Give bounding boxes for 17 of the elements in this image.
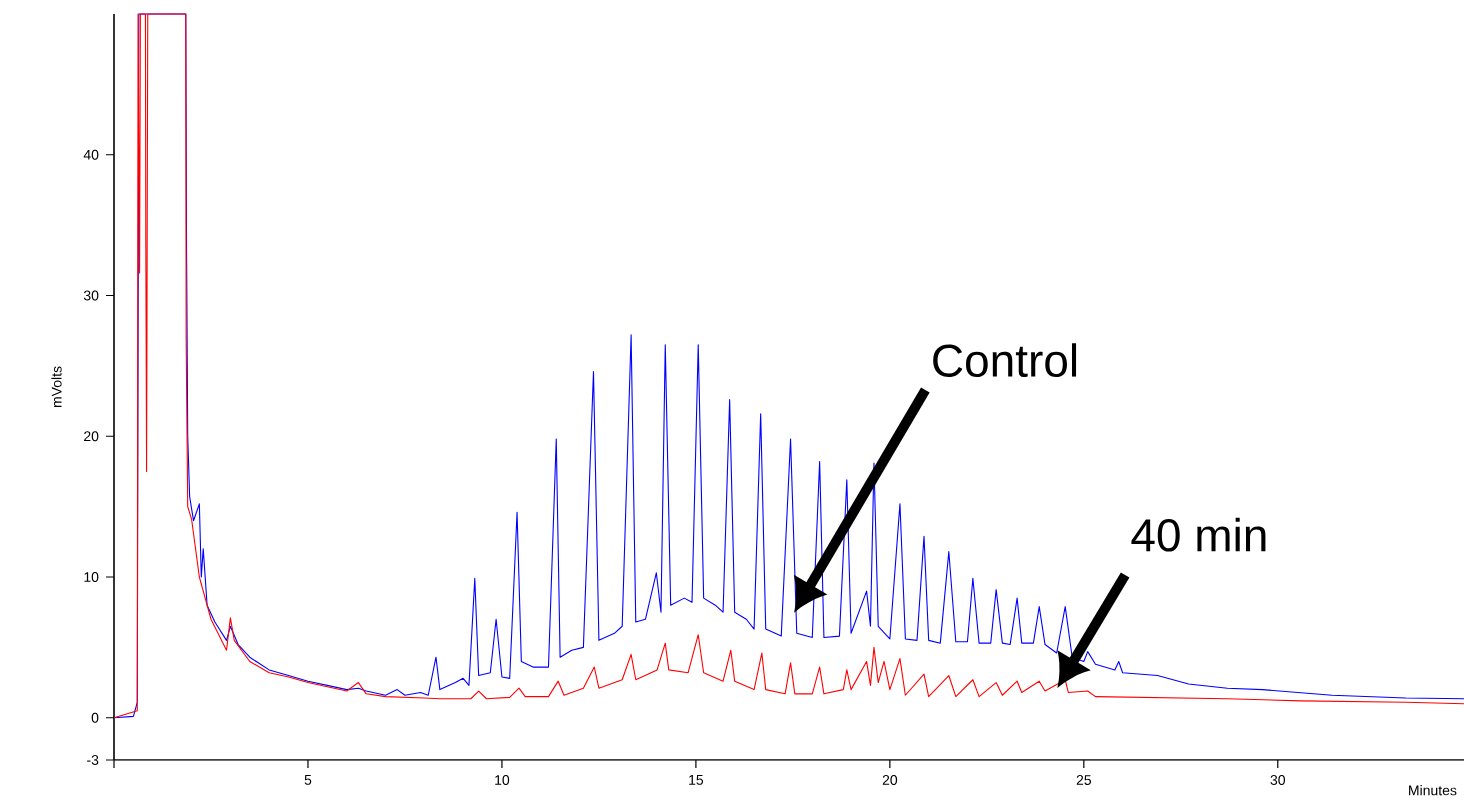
x-tick-label: 30 xyxy=(1270,775,1286,785)
y-tick-label: 10 xyxy=(84,572,99,582)
x-tick-label: 15 xyxy=(689,775,704,785)
x-tick-label: 25 xyxy=(1076,775,1092,785)
x-axis-title: Minutes xyxy=(1409,785,1457,796)
annotation: Control xyxy=(933,343,1077,378)
y-axis-title: mVolts xyxy=(51,366,62,408)
y-tick-label: 40 xyxy=(83,149,99,160)
line-series xyxy=(113,13,1464,719)
x-tick-label: 20 xyxy=(882,775,898,785)
annotation: 40 min xyxy=(1131,517,1266,552)
x-tick-label: 5 xyxy=(304,775,312,785)
y-tick-label: -3 xyxy=(87,755,99,765)
y-tick-label: 0 xyxy=(91,712,99,723)
y-tick-label: 20 xyxy=(84,431,99,442)
y-tick-label: 30 xyxy=(83,290,99,301)
x-tick-label: 10 xyxy=(495,775,510,785)
